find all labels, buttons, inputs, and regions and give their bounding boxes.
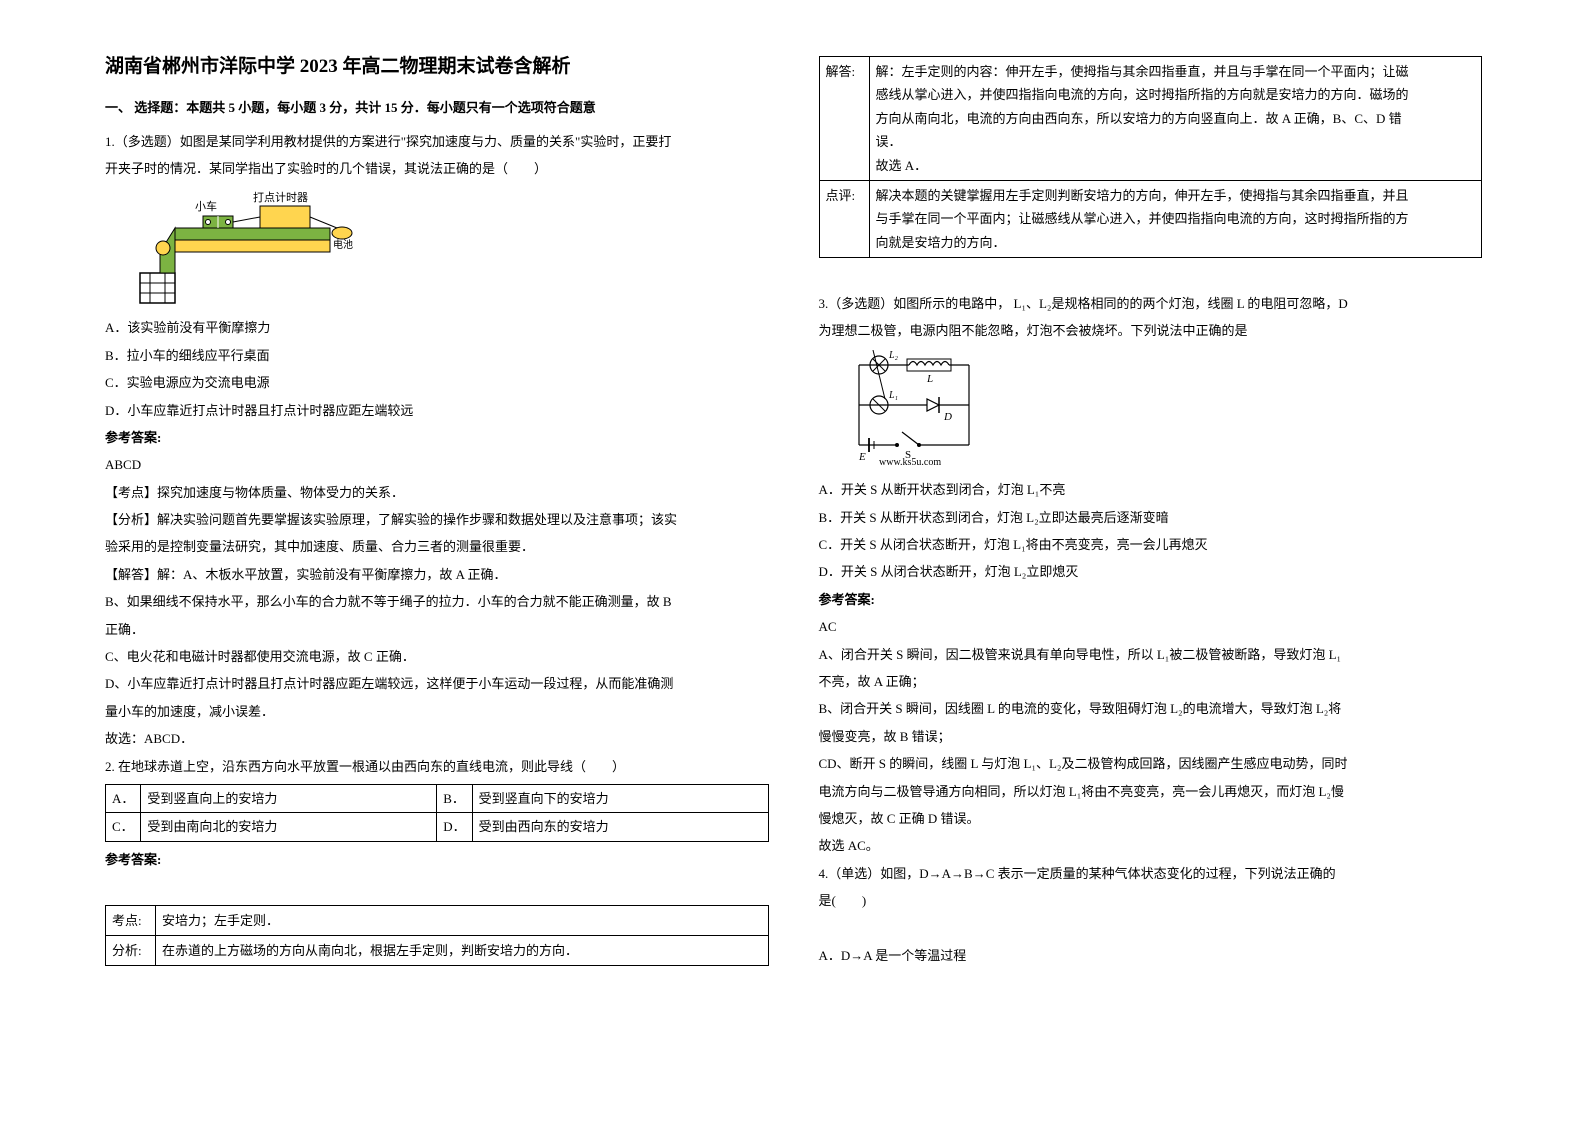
line: 故选 A． (876, 158, 928, 173)
q1-optD: D．小车应靠近打点计时器且打点计时器应距左端较远 (105, 399, 769, 422)
q3-circuit-diagram: L L₂ L₁ D S E (839, 350, 989, 470)
svg-text:E: E (858, 451, 866, 463)
q2-jieda-table: 解答: 解：左手定则的内容：伸开左手，使拇指与其余四指垂直，并且与手掌在同一个平… (819, 56, 1483, 258)
line: 向就是安培力的方向． (876, 235, 1006, 250)
q3-stem: 3.（多选题）如图所示的电路中， L₁、L₂是规格相同的的两个灯泡，线圈 L 的… (819, 292, 1483, 315)
q3-optC: C．开关 S 从闭合状态断开，灯泡 L₁将由不亮变亮，亮一会儿再熄灭 (819, 533, 1483, 556)
q3-exp: 慢慢变亮，故 B 错误； (819, 725, 1483, 748)
q1-optB: B．拉小车的细线应平行桌面 (105, 344, 769, 367)
q1-jieda: 故选：ABCD． (105, 727, 769, 750)
q2-options-table: A． 受到竖直向上的安培力 B． 受到竖直向下的安培力 C． 受到由南向北的安培… (105, 784, 769, 842)
q4-optA: A．D→A 是一个等温过程 (819, 944, 1483, 967)
page-title: 湖南省郴州市洋际中学 2023 年高二物理期末试卷含解析 (105, 50, 769, 84)
q3-exp: A、闭合开关 S 瞬间，因二极管来说具有单向导电性，所以 L₁被二极管被断路，导… (819, 643, 1483, 666)
svg-text:小车: 小车 (195, 199, 217, 213)
q3-exp: B、闭合开关 S 瞬间，因线圈 L 的电流的变化，导致阻碍灯泡 L₂的电流增大，… (819, 697, 1483, 720)
answer-label: 参考答案: (105, 848, 769, 871)
opt-text: 受到由南向北的安培力 (141, 813, 437, 841)
q1-answer: ABCD (105, 453, 769, 476)
q1-kaodian: 【考点】探究加速度与物体质量、物体受力的关系． (105, 481, 769, 504)
q1-jieda: 【解答】解：A、木板水平放置，实验前没有平衡摩擦力，故 A 正确． (105, 563, 769, 586)
svg-text:www.ks5u.com: www.ks5u.com (879, 457, 941, 468)
q3-answer: AC (819, 615, 1483, 638)
q3-exp: 慢熄灭，故 C 正确 D 错误。 (819, 807, 1483, 830)
opt-label: D． (437, 813, 472, 841)
svg-text:L₂: L₂ (888, 350, 899, 361)
line: 与手掌在同一个平面内；让磁感线从掌心进入，并使四指指向电流的方向，这时拇指所指的… (876, 211, 1409, 226)
q1-jieda: C、电火花和电磁计时器都使用交流电源，故 C 正确． (105, 645, 769, 668)
q1-diagram: 小车 打点计时器 电池 (125, 188, 355, 308)
section-heading: 一、 选择题：本题共 5 小题，每小题 3 分，共计 15 分．每小题只有一个选… (105, 96, 769, 119)
svg-text:L₁: L₁ (888, 390, 898, 401)
svg-text:L: L (926, 373, 933, 385)
line: 误． (876, 134, 902, 149)
q1-jieda: D、小车应靠近打点计时器且打点计时器应距左端较远，这样便于小车运动一段过程，从而… (105, 672, 769, 695)
jieda-text: 解：左手定则的内容：伸开左手，使拇指与其余四指垂直，并且与手掌在同一个平面内；让… (869, 57, 1482, 181)
q1-optC: C．实验电源应为交流电电源 (105, 371, 769, 394)
opt-label: B． (437, 785, 472, 813)
svg-text:打点计时器: 打点计时器 (253, 190, 308, 204)
answer-label: 参考答案: (819, 588, 1483, 611)
line: 解：左手定则的内容：伸开左手，使拇指与其余四指垂直，并且与手掌在同一个平面内；让… (876, 64, 1409, 79)
q3-optD: D．开关 S 从闭合状态断开，灯泡 L₂立即熄灭 (819, 560, 1483, 583)
q1-jieda: B、如果细线不保持水平，那么小车的合力就不等于绳子的拉力．小车的合力就不能正确测… (105, 590, 769, 613)
fenxi-label: 分析: (106, 935, 156, 965)
q3-exp: 电流方向与二极管导通方向相同，所以灯泡 L₁将由不亮变亮，亮一会儿再熄灭，而灯泡… (819, 780, 1483, 803)
q1-stem: 1.（多选题）如图是某同学利用教材提供的方案进行"探究加速度与力、质量的关系"实… (105, 130, 769, 153)
opt-label: A． (106, 785, 141, 813)
q1-stem: 开夹子时的情况．某同学指出了实验时的几个错误，其说法正确的是（ ） (105, 157, 769, 180)
dianping-text: 解决本题的关键掌握用左手定则判断安培力的方向，伸开左手，使拇指与其余四指垂直，并… (869, 180, 1482, 257)
q1-fenxi: 【分析】解决实验问题首先要掌握该实验原理，了解实验的操作步骤和数据处理以及注意事… (105, 508, 769, 531)
opt-label: C． (106, 813, 141, 841)
kaodian-label: 考点: (106, 905, 156, 935)
q1-jieda: 正确． (105, 618, 769, 641)
line: 方向从南向北，电流的方向由西向东，所以安培力的方向竖直向上．故 A 正确，B、C… (876, 111, 1402, 126)
dianping-label: 点评: (819, 180, 869, 257)
line: 解决本题的关键掌握用左手定则判断安培力的方向，伸开左手，使拇指与其余四指垂直，并… (876, 188, 1409, 203)
answer-label: 参考答案: (105, 426, 769, 449)
q3-concl: 故选 AC。 (819, 834, 1483, 857)
q3-optB: B．开关 S 从断开状态到闭合，灯泡 L₂立即达最亮后逐渐变暗 (819, 506, 1483, 529)
q2-stem: 2. 在地球赤道上空，沿东西方向水平放置一根通以由西向东的直线电流，则此导线（ … (105, 755, 769, 778)
q3-exp: 不亮，故 A 正确； (819, 670, 1483, 693)
q4-stem: 是( ) (819, 889, 1483, 912)
q2-analysis-table: 考点: 安培力；左手定则． 分析: 在赤道的上方磁场的方向从南向北，根据左手定则… (105, 905, 769, 967)
svg-text:D: D (943, 411, 952, 423)
kaodian-text: 安培力；左手定则． (156, 905, 769, 935)
q1-jieda: 量小车的加速度，减小误差． (105, 700, 769, 723)
q3-optA: A．开关 S 从断开状态到闭合，灯泡 L₁不亮 (819, 478, 1483, 501)
fenxi-text: 在赤道的上方磁场的方向从南向北，根据左手定则，判断安培力的方向． (156, 935, 769, 965)
svg-text:电池: 电池 (333, 238, 353, 251)
opt-text: 受到由西向东的安培力 (472, 813, 768, 841)
opt-text: 受到竖直向上的安培力 (141, 785, 437, 813)
jieda-label: 解答: (819, 57, 869, 181)
line: 感线从掌心进入，并使四指指向电流的方向，这时拇指所指的方向就是安培力的方向．磁场… (876, 87, 1409, 102)
q4-stem: 4.（单选）如图，D→A→B→C 表示一定质量的某种气体状态变化的过程，下列说法… (819, 862, 1483, 885)
q3-stem: 为理想二极管，电源内阻不能忽略，灯泡不会被烧坏。下列说法中正确的是 (819, 319, 1483, 342)
opt-text: 受到竖直向下的安培力 (472, 785, 768, 813)
q1-optA: A．该实验前没有平衡摩擦力 (105, 316, 769, 339)
q1-fenxi: 验采用的是控制变量法研究，其中加速度、质量、合力三者的测量很重要． (105, 535, 769, 558)
q3-exp: CD、断开 S 的瞬间，线圈 L 与灯泡 L₁、L₂及二极管构成回路，因线圈产生… (819, 752, 1483, 775)
